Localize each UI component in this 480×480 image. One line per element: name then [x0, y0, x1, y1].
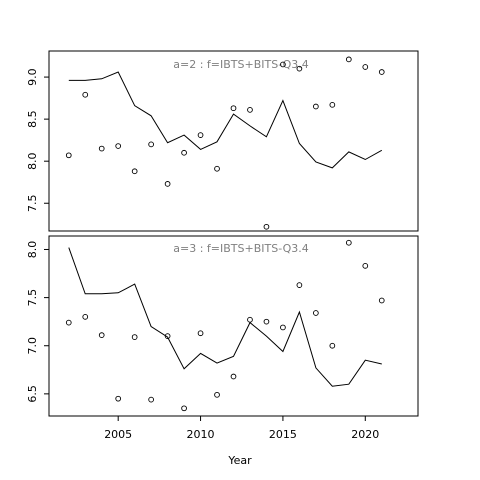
- panel-a3-data-point: [214, 391, 220, 398]
- panel-a2-data-point: [164, 181, 171, 187]
- panel-a2-title: a=2 : f=IBTS+BITS-Q3.4: [173, 58, 308, 71]
- panel-a2: a=2 : f=IBTS+BITS-Q3.4 7.5 8.0 8.5 9.0: [26, 50, 419, 232]
- panel-a2-data-point: [296, 65, 303, 72]
- panel-a2-data-point: [362, 64, 369, 70]
- panel-a3-data-point: [362, 262, 369, 269]
- panel-a3-data-point: [148, 396, 154, 403]
- panel-a2-data-point: [82, 91, 89, 98]
- panel-a2-ytick-label: 8.0: [26, 152, 39, 170]
- panel-a3-xtick-label: 2005: [104, 428, 132, 441]
- panel-a3-data-point: [82, 314, 89, 320]
- panel-a3-data-point: [313, 310, 319, 316]
- panel-a2-data-point: [345, 56, 352, 63]
- panel-a2-data-point: [263, 223, 270, 230]
- panel-a3-data-point: [329, 342, 336, 349]
- panel-a2-data-point: [65, 152, 72, 159]
- panel-a3-title: a=3 : f=IBTS+BITS-Q3.4: [173, 242, 308, 255]
- panel-a3-data-point: [197, 330, 204, 337]
- panel-a3-data-point: [181, 405, 187, 412]
- panel-a3-data-point: [247, 316, 253, 323]
- panel-a3-ytick-label: 8.0: [26, 241, 39, 259]
- panel-a3-fit-line: [68, 247, 382, 387]
- panel-a2-data-point: [378, 69, 385, 75]
- x-axis-label: Year: [227, 454, 252, 467]
- panel-a3-data-point: [378, 297, 385, 304]
- panel-a2-frame: [48, 50, 419, 232]
- panel-a3-data-point: [230, 373, 237, 380]
- panel-a2-ytick-label: 8.5: [26, 110, 39, 128]
- panel-a3-data-point: [65, 319, 72, 326]
- panel-a3: a=3 : f=IBTS+BITS-Q3.4 6.5 7.0 7.5 8.0 2005 2…: [26, 235, 419, 441]
- panel-a2-data-point: [197, 132, 204, 138]
- panel-a3-data-point: [280, 324, 286, 331]
- panel-a2-data-point: [280, 61, 286, 68]
- panel-a3-xtick-label: 2015: [269, 428, 297, 441]
- panel-a2-ytick-label: 9.0: [26, 68, 39, 86]
- panel-a3-data-point: [131, 334, 138, 340]
- panel-a2-data-point: [247, 107, 253, 113]
- panel-a3-frame: [48, 235, 419, 417]
- panel-a2-data-point: [131, 168, 138, 175]
- panel-a3-data-point: [263, 318, 270, 325]
- panel-a2-data-point: [115, 143, 122, 149]
- panel-a3-ytick-label: 7.5: [26, 289, 39, 307]
- panel-a3-xtick-label: 2020: [351, 428, 379, 441]
- panel-a3-xtick-label: 2010: [187, 428, 215, 441]
- panel-a3-data-point: [296, 282, 303, 288]
- panel-a3-data-point: [98, 332, 105, 338]
- panel-a2-data-point: [329, 101, 336, 108]
- panel-a2-data-point: [230, 105, 237, 112]
- panel-a3-data-point: [115, 395, 122, 402]
- panel-a3-ytick-label: 7.0: [26, 337, 39, 355]
- panel-a2-data-point: [313, 103, 319, 110]
- panel-a2-ytick-label: 7.5: [26, 194, 39, 212]
- panel-a2-data-point: [214, 165, 220, 172]
- panel-a3-ytick-label: 6.5: [26, 385, 39, 403]
- panel-a2-data-point: [148, 141, 154, 148]
- panel-a2-fit-line: [68, 71, 383, 169]
- panel-a2-data-point: [181, 149, 187, 156]
- panel-a2-data-point: [98, 145, 105, 152]
- panel-a3-data-point: [164, 333, 171, 339]
- panel-a3-data-point: [345, 239, 352, 246]
